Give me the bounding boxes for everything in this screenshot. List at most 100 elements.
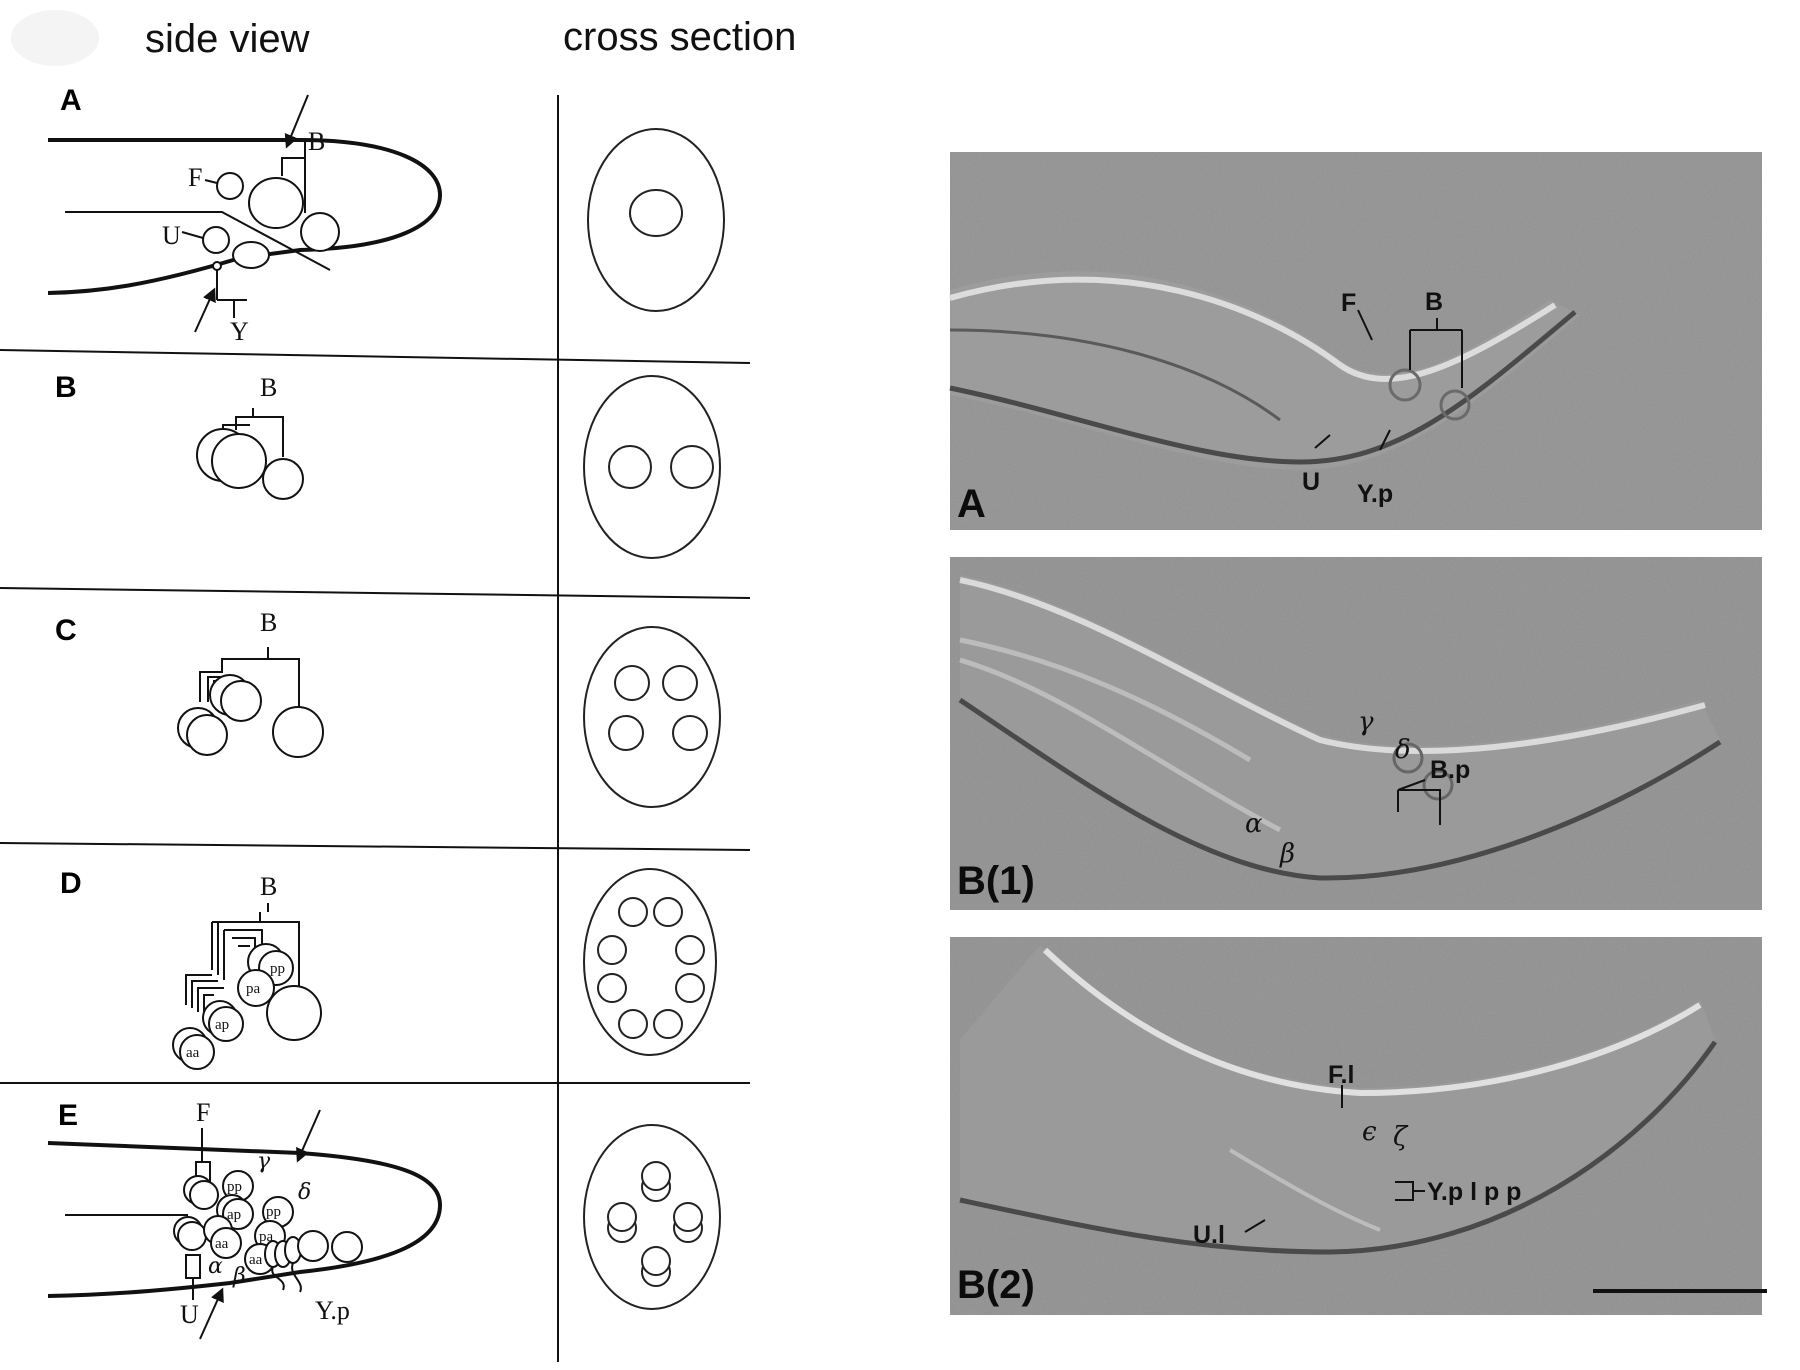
cell-ap-front	[208, 1006, 244, 1042]
label-alpha: α	[208, 1254, 223, 1279]
panel-a-side-view: A B F U Y	[47, 84, 443, 346]
panel-e-side-view: E pp ap pp pa aa aa F U	[47, 1098, 443, 1340]
label-fl: F.l	[1328, 1061, 1354, 1089]
label-ul: U.l	[1193, 1221, 1225, 1249]
cross-section-cell	[597, 935, 627, 965]
label-b: B	[260, 608, 277, 637]
cell-u-p	[177, 1221, 207, 1251]
cell-b-a4	[186, 714, 228, 756]
b-lineage-bracket	[281, 140, 306, 213]
label-u: U	[180, 1300, 199, 1329]
cell-ap	[222, 1198, 254, 1230]
cell-b-p	[266, 985, 322, 1041]
rectal-pore-dot	[212, 261, 222, 271]
cell-aa	[210, 1227, 242, 1259]
b-lineage-bracket	[212, 903, 300, 990]
row-divider-cd	[0, 842, 751, 851]
micrograph-b2: F.l ϵ ζ Y.p l p p U.l B(2)	[950, 937, 1767, 1315]
panel-label-b: B	[55, 371, 77, 404]
b-lineage-bracket	[199, 647, 300, 712]
y-squiggle	[271, 1262, 302, 1293]
label-bp: B.p	[1430, 756, 1470, 784]
label-gamma: γ	[257, 1149, 271, 1174]
header-cross-section: cross section	[563, 15, 796, 59]
gut-outline	[65, 211, 331, 271]
cross-section-cell	[618, 897, 648, 927]
cell-aa-front	[179, 1034, 215, 1070]
label-delta: δ	[1395, 735, 1411, 765]
arrow-dorsal	[284, 94, 309, 149]
label-y: Y	[230, 317, 249, 346]
cell-f	[216, 172, 244, 200]
label-f: F	[1341, 289, 1356, 317]
cell-f-p	[189, 1180, 219, 1210]
cross-section-cell	[614, 665, 650, 701]
y-bracket	[216, 286, 247, 318]
cross-section-outline	[583, 868, 717, 1056]
row-divider-ab	[0, 349, 751, 364]
cross-section-outline	[583, 626, 721, 808]
cross-section-cell	[653, 1009, 683, 1039]
label-aa: aa	[215, 1236, 229, 1252]
cell-b-a2	[220, 680, 262, 722]
cross-section-cell	[675, 935, 705, 965]
cross-section-cell	[629, 189, 683, 237]
label-pa: pa	[259, 1229, 274, 1245]
cross-section-cell	[608, 445, 652, 489]
arrow-dorsal	[296, 1109, 321, 1163]
micrograph-b1: γ δ B.p α β B(1)	[950, 557, 1762, 910]
panel-c-cross-section	[583, 626, 721, 808]
label-pp: pp	[227, 1179, 242, 1195]
label-aa-lower: aa	[249, 1252, 263, 1268]
cross-section-cell	[672, 715, 708, 751]
worm-body	[960, 945, 1715, 1252]
cross-section-cell	[641, 1161, 671, 1191]
micrograph-label-a: A	[957, 482, 986, 526]
label-ypl: Y.p l p p	[1427, 1178, 1521, 1206]
label-zeta: ζ	[1393, 1122, 1409, 1152]
label-aa: aa	[186, 1045, 200, 1061]
panel-label-e: E	[58, 1099, 78, 1132]
label-delta: δ	[298, 1180, 311, 1205]
micrograph-label-b2: B(2)	[957, 1263, 1035, 1307]
label-b: B	[260, 373, 277, 402]
arrow-ventral	[199, 1287, 224, 1340]
b-lineage-bracket	[235, 408, 284, 457]
micrograph-a: F B U Y.p A	[949, 152, 1762, 530]
u-bracket	[185, 1254, 201, 1300]
label-u: U	[162, 221, 181, 250]
label-b: B	[308, 127, 325, 156]
panel-label-a: A	[60, 84, 82, 117]
cell-pa	[237, 969, 275, 1007]
cross-section-cell	[673, 1202, 703, 1232]
label-yp: Y.p	[315, 1296, 350, 1325]
corner-blob	[11, 10, 99, 66]
label-beta: β	[232, 1264, 246, 1289]
row-divider-bc	[0, 587, 751, 599]
cross-section-cell	[618, 1009, 648, 1039]
cross-section-cell	[641, 1246, 671, 1276]
panel-d-cross-section	[583, 868, 717, 1056]
panel-label-c: C	[55, 614, 77, 647]
label-u: U	[1302, 468, 1320, 496]
label-f: F	[188, 163, 202, 192]
panel-c-side-view: C B	[55, 608, 324, 758]
panel-e-cross-section	[583, 1124, 721, 1310]
label-pp: pp	[270, 961, 285, 977]
cell-b-p-a	[297, 1230, 329, 1262]
label-yp: Y.p	[1357, 480, 1393, 508]
arrow-ventral	[194, 287, 216, 333]
cell-b-p	[262, 458, 304, 500]
cell-y	[232, 241, 270, 269]
label-epsilon: ϵ	[1362, 1117, 1377, 1147]
cell-b	[248, 177, 304, 229]
panel-b-side-view: B B	[55, 371, 304, 500]
label-pp-right: pp	[266, 1204, 281, 1220]
label-pa: pa	[246, 981, 261, 997]
panel-d-side-view: D pp pa ap aa B	[60, 867, 322, 1070]
cross-section-cell	[608, 715, 644, 751]
label-gamma: γ	[1358, 707, 1374, 737]
panel-label-d: D	[60, 867, 82, 900]
cross-section-cell	[670, 445, 714, 489]
